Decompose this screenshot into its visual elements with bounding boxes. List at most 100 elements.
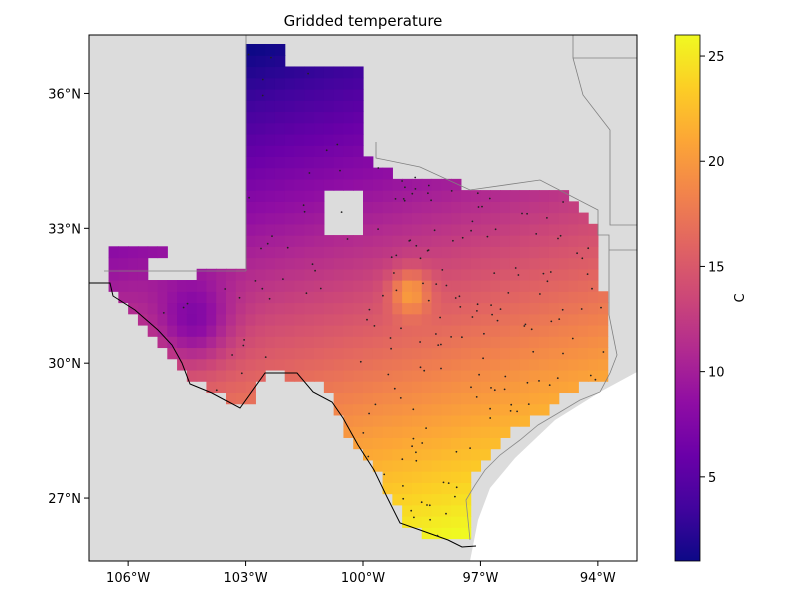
grid-cell [519,268,530,281]
grid-cell [255,66,266,79]
station-marker [455,450,458,453]
grid-cell [480,223,491,236]
grid-cell [460,257,472,270]
grid-cell [402,448,413,461]
grid-cell [274,223,286,236]
grid-cell [245,100,256,113]
grid-cell [402,504,413,517]
grid-cell [216,369,227,382]
grid-cell [558,201,570,214]
grid-cell [343,336,354,349]
grid-cell [411,493,423,506]
grid-cell [382,369,393,382]
grid-cell [177,336,188,349]
grid-cell [245,111,256,124]
grid-cell [343,313,354,326]
grid-cell [167,324,178,337]
grid-cell [284,235,296,247]
grid-cell [451,235,462,247]
grid-cell [363,313,374,326]
grid-cell [460,291,472,304]
grid-cell [274,302,286,315]
grid-cell [245,43,256,56]
grid-cell [480,190,491,202]
grid-cell [490,403,501,416]
grid-cell [216,280,227,292]
grid-cell [323,246,335,259]
station-marker [412,408,415,411]
grid-cell [392,347,403,360]
grid-cell [441,190,452,202]
grid-cell [294,133,305,146]
grid-cell [314,178,325,191]
station-marker [470,229,472,232]
grid-cell [363,257,374,270]
grid-cell [431,313,442,326]
grid-cell [372,358,384,371]
grid-cell [206,302,217,315]
station-marker [382,294,384,297]
station-marker [441,269,444,271]
grid-cell [323,66,335,79]
grid-cell [372,448,384,461]
grid-cell [137,257,149,270]
station-marker [415,244,418,247]
grid-cell [284,369,296,382]
grid-cell [196,324,208,337]
station-marker [437,344,440,346]
grid-cell [284,257,296,270]
grid-cell [382,381,393,394]
grid-cell [274,347,286,360]
grid-cell [411,223,423,236]
grid-cell [421,493,433,506]
station-marker [286,246,289,249]
grid-cell [460,302,472,315]
station-marker [426,504,428,506]
grid-cell [402,246,413,259]
grid-cell [314,212,325,225]
grid-cell [539,392,550,405]
grid-cell [363,414,374,427]
grid-cell [343,381,354,394]
grid-cell [470,268,482,281]
grid-cell [284,223,296,236]
grid-cell [578,302,589,315]
grid-cell [451,403,462,416]
grid-cell [421,336,433,349]
grid-cell [588,235,599,247]
grid-cell [353,336,364,349]
grid-cell [333,122,345,135]
grid-cell [353,122,364,135]
station-marker [510,403,513,406]
grid-cell [597,313,609,326]
station-marker [471,220,474,223]
grid-cell [480,358,491,371]
grid-cell [451,178,462,191]
station-marker [366,318,368,321]
station-marker [231,354,234,356]
grid-cell [539,336,550,349]
grid-cell [177,324,188,337]
grid-cell [441,493,452,506]
grid-cell [568,347,579,360]
colorbar-tick-label: 25 [708,50,725,65]
grid-cell [255,212,266,225]
grid-cell [460,516,472,528]
grid-cell [558,291,570,304]
colorbar-tick-label: 20 [708,155,725,170]
station-marker [475,396,478,398]
station-marker [454,495,456,498]
grid-cell [431,482,442,495]
grid-cell [353,392,364,405]
grid-cell [480,291,491,304]
grid-cell [548,347,560,360]
grid-cell [588,313,599,326]
grid-cell [421,280,433,292]
grid-cell [588,347,599,360]
grid-cell [226,347,237,360]
grid-cell [470,403,482,416]
grid-cell [304,100,315,113]
grid-cell [421,426,433,438]
grid-cell [382,403,393,416]
grid-cell [441,369,452,382]
